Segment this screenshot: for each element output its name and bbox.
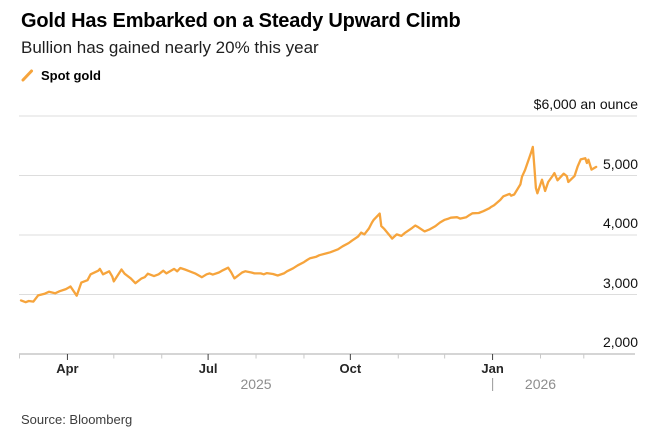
year-separator: | xyxy=(490,375,495,391)
legend: Spot gold xyxy=(21,68,101,83)
y-axis-label: 5,000 xyxy=(602,155,638,172)
legend-label-spot-gold: Spot gold xyxy=(41,68,101,83)
chart-title: Gold Has Embarked on a Steady Upward Cli… xyxy=(21,10,461,32)
year-label-2026: 2026 xyxy=(524,376,557,392)
chart-subtitle: Bullion has gained nearly 20% this year xyxy=(21,38,319,57)
spot-gold-line xyxy=(19,145,598,304)
y-axis-label: $6,000 an ounce xyxy=(533,96,638,112)
source-note: Source: Bloomberg xyxy=(21,412,133,427)
year-label-2025: 2025 xyxy=(240,376,272,392)
x-axis-label-jul: Jul xyxy=(198,361,218,376)
x-axis-label-apr: Apr xyxy=(56,361,79,376)
slash-icon xyxy=(21,69,33,82)
y-axis-label: 4,000 xyxy=(602,215,638,231)
y-axis-label: 2,000 xyxy=(602,334,638,350)
y-axis-label: 3,000 xyxy=(602,274,638,291)
x-axis-label-jan: Jan xyxy=(481,361,504,376)
x-axis-label-oct: Oct xyxy=(339,361,362,376)
